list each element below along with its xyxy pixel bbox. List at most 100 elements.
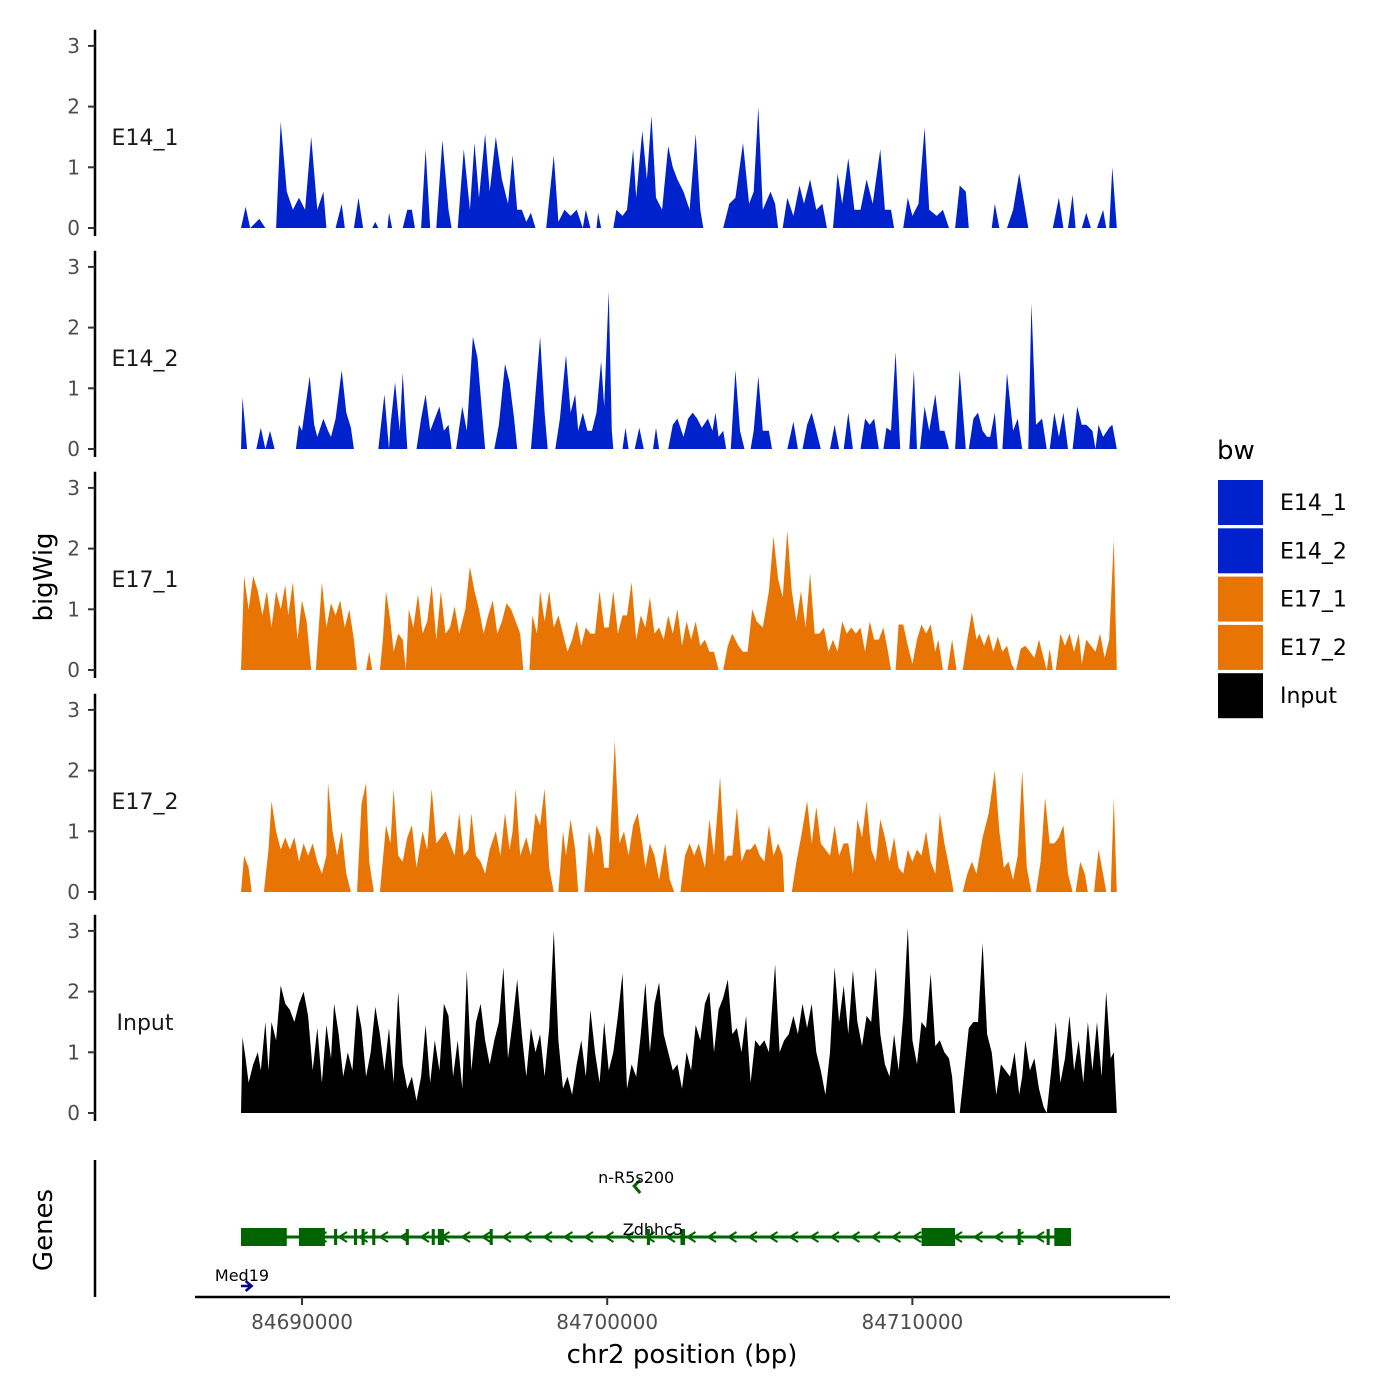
y-tick-label: 0 <box>67 658 80 682</box>
strand-chevron <box>972 1231 984 1243</box>
strand-chevron <box>870 1231 881 1243</box>
coverage-area-E14_1 <box>241 106 1117 228</box>
gene-panel: n-R5s200 Zdhhc5 Med19 <box>93 1160 1072 1297</box>
gene-exon <box>361 1229 365 1245</box>
track-label: E14_2 <box>112 347 179 372</box>
strand-chevron <box>849 1231 861 1243</box>
y-tick-label: 2 <box>67 980 80 1004</box>
track-Input: 0 1 2 3 Input <box>67 914 1117 1125</box>
strand-chevron <box>378 1231 389 1243</box>
legend-swatch <box>1218 624 1263 670</box>
x-tick-label: 84690000 <box>251 1310 353 1334</box>
gene-exon <box>489 1229 493 1245</box>
coverage-area-E17_2 <box>241 740 1117 892</box>
track-E14_2: 0 1 2 3 E14_2 <box>67 250 1117 461</box>
gene-label: n-R5s200 <box>598 1168 674 1187</box>
strand-chevron <box>808 1231 820 1243</box>
y-tick-label: 1 <box>67 1040 80 1064</box>
coverage-area-Input <box>241 927 1117 1113</box>
strand-chevron <box>521 1231 533 1243</box>
gene-exon <box>437 1229 444 1245</box>
strand-chevron <box>480 1231 492 1243</box>
y-tick-label: 3 <box>67 34 80 58</box>
strand-chevron <box>583 1231 594 1243</box>
strand-chevron <box>788 1231 799 1243</box>
y-tick-label: 2 <box>67 759 80 783</box>
gene-exon <box>431 1229 435 1245</box>
track-E17_1: 0 1 2 3 E17_1 <box>67 471 1117 682</box>
y-tick-label: 0 <box>67 880 80 904</box>
strand-chevron <box>1013 1231 1025 1243</box>
strand-chevron <box>706 1231 717 1243</box>
y-tick-label: 1 <box>67 376 80 400</box>
strand-chevron <box>726 1231 738 1243</box>
track-label: E17_1 <box>112 568 179 593</box>
strand-chevron <box>419 1231 430 1243</box>
gene-exon <box>298 1228 325 1246</box>
legend: bw E14_1 E14_2 E17_1 E17_2 Input <box>1217 436 1347 719</box>
track-E17_2: 0 1 2 3 E17_2 <box>67 693 1117 904</box>
strand-chevron <box>562 1231 574 1243</box>
gene-exon <box>646 1229 650 1245</box>
track-panels: 0 1 2 3 E14_1 0 1 2 3 E14_2 0 1 2 3 E17_1 0 1 2 3 E17_2 0 1 2 3… <box>67 29 1117 1125</box>
y-tick-label: 3 <box>67 919 80 943</box>
legend-label: E14_2 <box>1280 539 1347 564</box>
y-tick-label: 2 <box>67 316 80 340</box>
gene-exon <box>1054 1228 1072 1246</box>
y-tick-label: 0 <box>67 1101 80 1125</box>
y-tick-label: 1 <box>67 597 80 621</box>
strand-chevron <box>911 1231 922 1243</box>
gene-marker <box>241 1280 254 1292</box>
gene-exon <box>241 1228 287 1246</box>
x-tick-label: 84710000 <box>861 1310 963 1334</box>
gene-exon <box>1046 1229 1050 1245</box>
genes-axis-title: Genes <box>29 1189 59 1271</box>
legend-swatch <box>1218 576 1263 622</box>
y-tick-label: 0 <box>67 437 80 461</box>
legend-label: E17_1 <box>1280 588 1347 613</box>
strand-chevron <box>460 1231 471 1243</box>
gene-Med19: Med19 <box>215 1266 269 1292</box>
y-tick-label: 2 <box>67 537 80 561</box>
coverage-area-E17_1 <box>241 530 1117 670</box>
x-axis: 84690000 84700000 84710000 <box>195 1295 1170 1334</box>
legend-label: E14_1 <box>1280 491 1347 516</box>
y-tick-label: 0 <box>67 216 80 240</box>
strand-chevron <box>603 1231 615 1243</box>
y-tick-label: 3 <box>67 255 80 279</box>
track-label: Input <box>117 1011 174 1036</box>
gene-exon <box>1017 1229 1021 1245</box>
legend-swatch <box>1218 528 1263 574</box>
gene-exon <box>353 1229 357 1245</box>
track-label: E14_1 <box>112 126 179 151</box>
y-tick-label: 2 <box>67 95 80 119</box>
strand-chevron <box>501 1231 512 1243</box>
strand-chevron <box>890 1231 902 1243</box>
gene-Zdhhc5: Zdhhc5 <box>241 1220 1072 1246</box>
strand-chevron <box>993 1231 1004 1243</box>
gene-exon <box>334 1229 338 1245</box>
y-tick-label: 3 <box>67 476 80 500</box>
x-axis-title: chr2 position (bp) <box>567 1340 798 1370</box>
y-axis-title: bigWig <box>29 532 59 621</box>
gene-label: Med19 <box>215 1266 269 1285</box>
legend-title: bw <box>1217 436 1255 466</box>
strand-chevron <box>624 1231 635 1243</box>
legend-label: E17_2 <box>1280 636 1347 661</box>
y-tick-label: 1 <box>67 155 80 179</box>
strand-chevron <box>337 1231 348 1243</box>
gene-n-R5s200: n-R5s200 <box>598 1168 674 1194</box>
gene-label: Zdhhc5 <box>623 1220 683 1239</box>
y-tick-label: 1 <box>67 819 80 843</box>
track-label: E17_2 <box>112 790 179 815</box>
legend-swatch <box>1218 480 1263 525</box>
legend-swatch <box>1218 673 1263 719</box>
legend-label: Input <box>1280 684 1337 709</box>
strand-chevron <box>357 1231 369 1243</box>
gene-exon <box>372 1229 376 1245</box>
gene-exon <box>680 1229 686 1245</box>
strand-chevron <box>767 1231 779 1243</box>
coverage-area-E14_2 <box>241 291 1117 449</box>
strand-chevron <box>542 1231 553 1243</box>
